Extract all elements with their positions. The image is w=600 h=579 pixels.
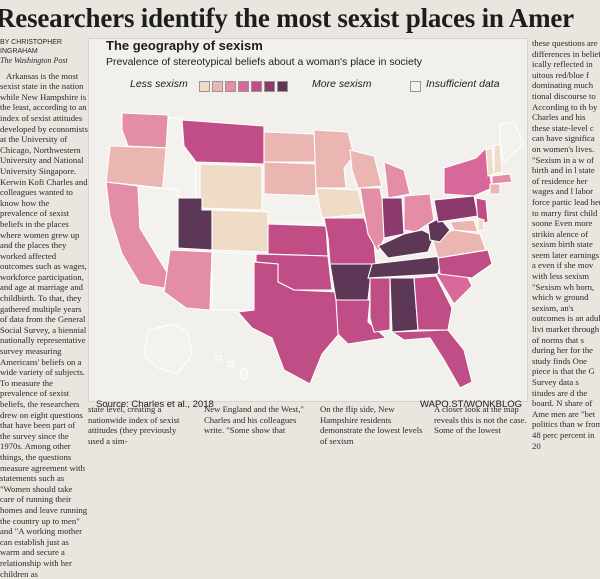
graphic-title: The geography of sexism <box>106 38 263 53</box>
right-article-text: these questions are differences in belie… <box>532 38 600 451</box>
state-michigan <box>383 161 411 199</box>
state-ohio <box>403 193 435 233</box>
legend-swatch-6 <box>264 81 275 92</box>
us-sexism-map <box>105 112 525 389</box>
state-hawaii-oahu <box>215 355 222 361</box>
state-arkansas <box>329 263 373 301</box>
state-iowa <box>315 187 365 219</box>
state-alaska <box>143 323 193 375</box>
legend-insufficient-label: Insufficient data <box>426 78 500 90</box>
state-maine <box>499 121 525 164</box>
state-wyoming <box>199 163 263 211</box>
headline: Researchers identify the most sexist pla… <box>0 3 574 33</box>
graphic-subtitle: Prevalence of stereotypical beliefs abou… <box>106 56 423 68</box>
bottom-column-1: state level, creating a nationwide index… <box>88 404 180 446</box>
state-minnesota <box>313 129 355 189</box>
legend-swatch-2 <box>212 81 223 92</box>
byline-1: BY CHRISTOPHER <box>0 39 62 46</box>
state-kansas <box>267 223 329 257</box>
state-florida <box>390 329 473 389</box>
legend-less-label: Less sexism <box>130 78 188 90</box>
state-alabama <box>389 277 419 333</box>
state-delaware <box>477 217 485 231</box>
state-pennsylvania <box>433 195 479 223</box>
legend-swatch-4 <box>238 81 249 92</box>
state-tennessee <box>367 255 443 279</box>
state-wisconsin <box>349 149 383 189</box>
bottom-article-columns: state level, creating a nationwide index… <box>88 402 538 450</box>
state-nebraska <box>261 193 325 225</box>
state-virginia <box>431 229 487 259</box>
state-new-york <box>443 146 493 197</box>
state-montana <box>181 119 265 165</box>
wonkblog-credit: WAPO.ST/WONKBLOG <box>420 399 523 410</box>
state-maryland <box>449 219 479 233</box>
legend-more-label: More sexism <box>312 78 372 90</box>
state-south-dakota <box>263 161 317 197</box>
state-hawaii-maui <box>227 360 235 367</box>
left-article-text: Arkansas is the most sexist state in the… <box>0 70 88 579</box>
state-hawaii-big-island <box>239 367 249 381</box>
state-new-jersey <box>475 197 489 225</box>
bottom-column-4: A closer look at the map reveals this is… <box>434 404 527 436</box>
state-texas <box>236 261 345 385</box>
legend-swatch-3 <box>225 81 236 92</box>
state-new-hampshire <box>493 143 503 175</box>
left-article-column: BY CHRISTOPHER INGRAHAM The Washington P… <box>0 38 88 579</box>
byline-source: The Washington Post <box>0 56 68 65</box>
state-georgia <box>413 275 453 331</box>
state-massachusetts <box>491 173 513 185</box>
state-arizona <box>163 249 213 311</box>
state-new-mexico <box>211 251 257 311</box>
state-illinois <box>359 187 389 254</box>
byline-2: INGRAHAM <box>0 48 38 55</box>
right-article-column: these questions are differences in belie… <box>532 38 600 451</box>
legend-swatch-7 <box>277 81 288 92</box>
state-colorado <box>211 209 269 253</box>
state-north-dakota <box>263 131 317 163</box>
state-connecticut <box>489 183 501 195</box>
state-vermont <box>485 147 495 177</box>
state-mississippi <box>369 277 391 333</box>
state-oregon <box>105 145 169 189</box>
state-washington <box>121 112 171 149</box>
legend-swatch-1 <box>199 81 210 92</box>
bottom-column-3: On the flip side, New Hampshire resident… <box>320 404 423 446</box>
state-indiana <box>381 197 405 239</box>
source-credit: Source: Charles et al., 2018 <box>96 399 214 410</box>
bottom-column-2: New England and the West," Charles and h… <box>204 404 304 436</box>
legend-swatch-5 <box>251 81 262 92</box>
legend-insufficient-swatch <box>410 81 421 92</box>
